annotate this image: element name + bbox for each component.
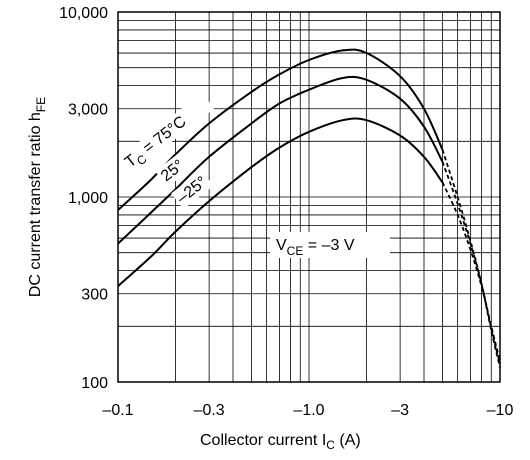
y-tick-label-3: 3,000 bbox=[68, 102, 108, 119]
vce-condition-label: VCE = –3 V bbox=[276, 237, 355, 258]
series-line-1 bbox=[117, 75, 444, 245]
x-tick-label-2: –1.0 bbox=[293, 402, 324, 419]
x-tick-label-0: –0.1 bbox=[102, 402, 133, 419]
y-axis-label: DC current transfer ratio hFE bbox=[27, 97, 48, 297]
x-tick-labels: –0.1 –0.3 –1.0 –3 –10 bbox=[102, 402, 513, 419]
x-tick-label-4: –10 bbox=[487, 402, 514, 419]
y-tick-label-1: 300 bbox=[81, 287, 108, 304]
x-axis-label: Collector current IC (A) bbox=[200, 432, 361, 452]
series-line-dashed-2 bbox=[441, 182, 501, 362]
x-tick-label-3: –3 bbox=[391, 402, 409, 419]
y-tick-labels: 100 300 1,000 3,000 10,000 bbox=[59, 5, 108, 392]
y-tick-label-4: 10,000 bbox=[59, 5, 108, 22]
y-tick-label-2: 1,000 bbox=[68, 190, 108, 207]
y-tick-label-0: 100 bbox=[81, 375, 108, 392]
x-tick-label-1: –0.3 bbox=[194, 402, 225, 419]
condition-bg bbox=[270, 232, 390, 258]
series-line-dashed-0 bbox=[441, 149, 501, 368]
series-line-0 bbox=[117, 48, 444, 211]
series-curves bbox=[117, 48, 501, 368]
series-line-2 bbox=[117, 117, 444, 287]
plot-frame bbox=[117, 11, 501, 383]
